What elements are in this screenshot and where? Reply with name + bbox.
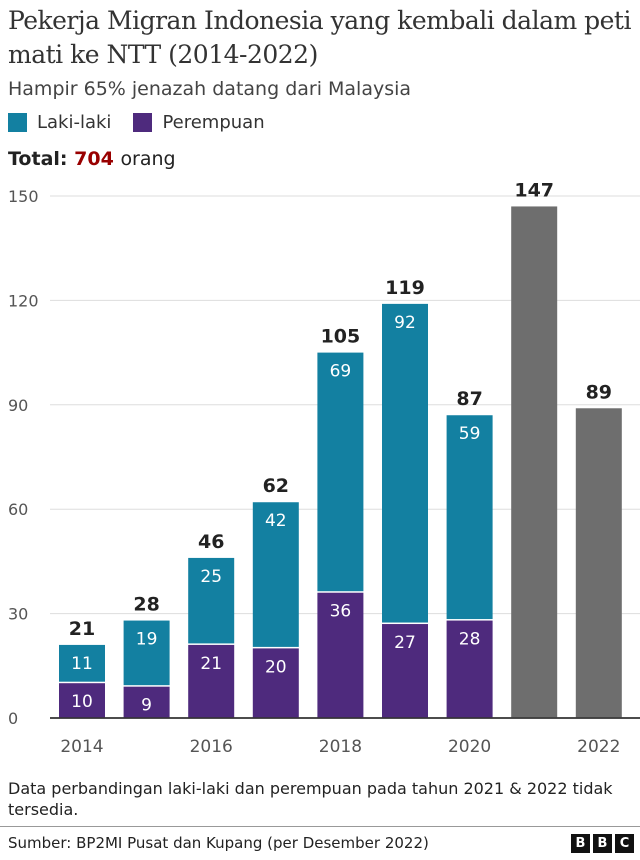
- data-label-laki-laki: 25: [200, 567, 222, 587]
- data-label-total: 89: [586, 381, 612, 403]
- bar-perempuan-2015: [123, 686, 170, 718]
- footnote: Data perbandingan laki-laki dan perempua…: [8, 779, 613, 819]
- data-label-laki-laki: 42: [265, 511, 287, 531]
- total-value: 704: [74, 148, 114, 170]
- bar-perempuan-2017: [252, 648, 299, 718]
- data-label-total: 46: [198, 531, 224, 553]
- legend-swatch-laki-laki: [8, 113, 27, 132]
- data-label-laki-laki: 19: [136, 630, 158, 650]
- data-label-laki-laki: 59: [459, 424, 481, 444]
- data-label-total: 119: [385, 277, 425, 299]
- y-tick-label: 90: [8, 396, 28, 415]
- legend-item-perempuan: Perempuan: [133, 112, 265, 133]
- data-label-perempuan: 36: [330, 602, 352, 622]
- data-label-perempuan: 20: [265, 657, 287, 677]
- x-tick-label: 2014: [60, 737, 103, 757]
- data-label-perempuan: 21: [200, 654, 222, 674]
- legend-swatch-perempuan: [133, 113, 153, 132]
- x-tick-label: 2018: [319, 737, 362, 757]
- x-tick-label: 2016: [190, 737, 233, 757]
- bar-perempuan-2014: [59, 683, 105, 718]
- bar-perempuan-2016: [188, 644, 235, 718]
- data-label-laki-laki: 11: [71, 654, 93, 674]
- y-tick-label: 30: [8, 605, 28, 624]
- bar-laki-laki-2018: [317, 352, 364, 592]
- data-label-perempuan: 10: [71, 692, 93, 712]
- total-label: Total:: [8, 148, 68, 170]
- bar-perempuan-2019: [382, 624, 428, 718]
- data-label-perempuan: 28: [459, 630, 481, 650]
- bbc-logo-letter: B: [593, 834, 612, 853]
- total-unit: orang: [120, 148, 176, 170]
- bbc-logo: B B C: [571, 834, 634, 853]
- source: Sumber: BP2MI Pusat dan Kupang (per Dese…: [8, 834, 429, 852]
- data-label-total: 62: [263, 475, 289, 497]
- bar-laki-laki-2016: [188, 557, 235, 644]
- legend: Laki-laki Perempuan: [8, 112, 265, 133]
- bar-laki-laki-2020: [446, 415, 493, 620]
- data-label-total: 28: [133, 594, 159, 616]
- data-label-perempuan: 27: [394, 633, 416, 653]
- data-label-total: 87: [456, 388, 482, 410]
- y-tick-label: 120: [8, 291, 39, 310]
- data-label-laki-laki: 69: [330, 362, 352, 382]
- bar-total-2022: [575, 408, 622, 718]
- bar-laki-laki-2019: [382, 303, 428, 623]
- chart-title: Pekerja Migran Indonesia yang kembali da…: [8, 6, 631, 69]
- bar-laki-laki-2017: [252, 502, 299, 647]
- bar-perempuan-2018: [317, 592, 364, 718]
- data-label-laki-laki: 92: [394, 313, 416, 333]
- legend-item-laki-laki: Laki-laki: [8, 112, 111, 133]
- y-tick-label: 150: [8, 187, 39, 206]
- data-label-perempuan: 9: [141, 696, 152, 716]
- divider: [0, 826, 640, 827]
- data-label-total: 147: [514, 179, 554, 201]
- data-label-total: 21: [69, 618, 95, 640]
- bar-laki-laki-2015: [123, 620, 170, 686]
- chart-subtitle: Hampir 65% jenazah datang dari Malaysia: [8, 78, 412, 100]
- bbc-logo-letter: C: [615, 834, 634, 853]
- y-tick-label: 0: [8, 709, 18, 728]
- bar-perempuan-2020: [446, 620, 493, 718]
- y-tick-label: 60: [8, 500, 28, 519]
- x-tick-label: 2020: [448, 737, 491, 757]
- bar-laki-laki-2014: [59, 644, 105, 682]
- legend-label: Perempuan: [162, 112, 265, 133]
- data-label-total: 105: [321, 326, 361, 348]
- legend-label: Laki-laki: [37, 112, 112, 133]
- bbc-logo-letter: B: [571, 834, 590, 853]
- total: Total: 704 orang: [8, 148, 176, 170]
- x-tick-label: 2022: [577, 737, 620, 757]
- bar-total-2021: [511, 206, 558, 718]
